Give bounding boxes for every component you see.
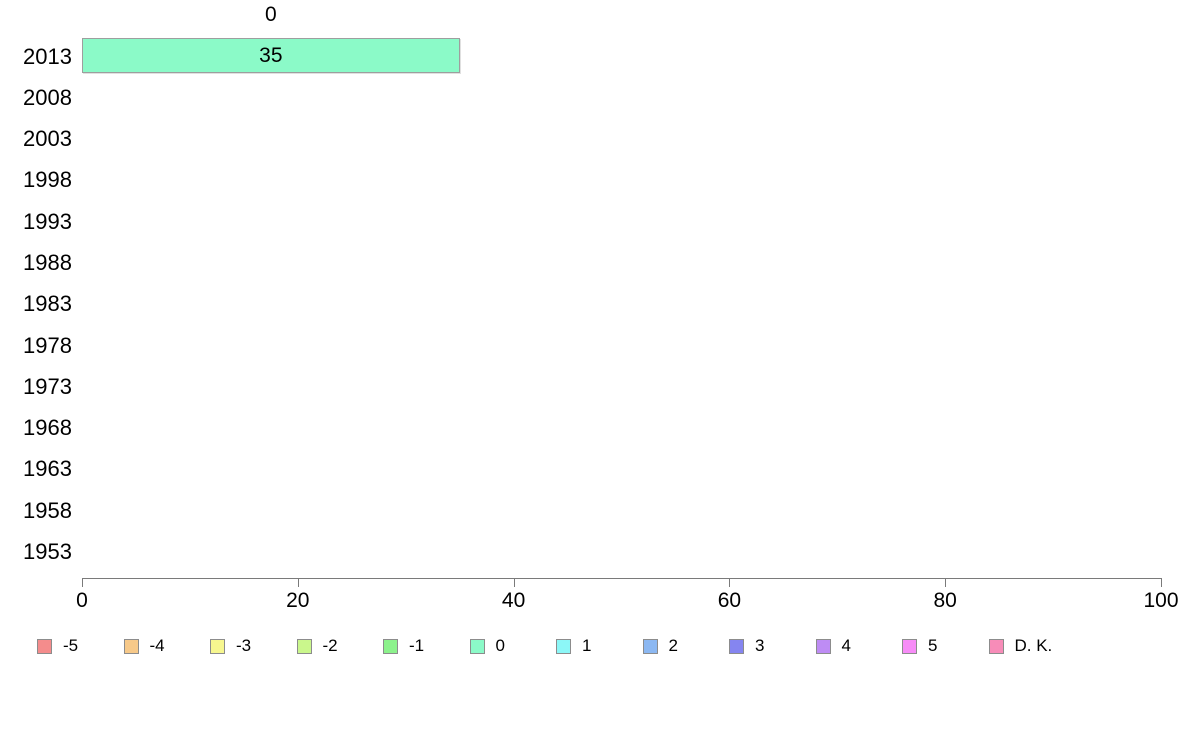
year-label: 1968 <box>23 415 72 441</box>
year-label: 1958 <box>23 497 72 523</box>
y-axis-labels: 2013 2008 2003 1998 1993 1988 1983 1978 … <box>0 36 72 573</box>
x-tick <box>1161 578 1162 587</box>
legend-item-neg-2: -2 <box>296 636 384 656</box>
year-label: 1983 <box>23 291 72 317</box>
legend-swatch <box>815 638 831 654</box>
legend-item-5: 5 <box>902 636 989 656</box>
legend-swatch <box>210 638 225 654</box>
legend-swatch <box>469 638 485 654</box>
x-tick-label: 60 <box>717 589 742 612</box>
legend-label: -3 <box>236 636 252 655</box>
legend-item-dk: D. K. <box>988 636 1076 656</box>
x-tick <box>297 578 299 587</box>
legend-label: -1 <box>409 636 425 655</box>
x-tick <box>82 578 83 587</box>
legend-item-neg-1: -1 <box>383 636 470 656</box>
legend-label: -4 <box>149 636 165 655</box>
legend: -5 -4 -3 -2 -1 0 1 2 <box>37 636 1075 656</box>
legend-swatch <box>296 638 312 654</box>
legend-item-neg-5: -5 <box>37 636 124 656</box>
x-tick-label: 40 <box>501 589 526 612</box>
legend-item-1: 1 <box>556 636 643 656</box>
legend-label: D. K. <box>1014 636 1053 655</box>
legend-item-4: 4 <box>815 636 903 656</box>
bar-value-label: 35 <box>259 43 283 67</box>
legend-label: 1 <box>582 636 592 655</box>
legend-swatch <box>988 638 1004 654</box>
legend-label: 2 <box>668 636 678 655</box>
year-label: 1993 <box>23 208 72 234</box>
year-label: 1963 <box>23 456 72 482</box>
legend-swatch <box>556 638 571 654</box>
legend-item-3: 3 <box>729 636 816 656</box>
legend-label: 0 <box>495 636 505 655</box>
legend-item-neg-4: -4 <box>123 636 211 656</box>
legend-label: -2 <box>322 636 338 655</box>
legend-label: 5 <box>928 636 938 655</box>
legend-swatch <box>37 638 52 654</box>
x-tick <box>513 578 515 587</box>
year-label: 2013 <box>23 43 72 69</box>
year-label: 1953 <box>23 539 72 565</box>
x-tick <box>729 578 731 587</box>
x-axis-line <box>82 578 1161 579</box>
year-label: 1998 <box>23 167 72 193</box>
x-tick-label: 20 <box>286 589 310 612</box>
legend-item-neg-3: -3 <box>210 636 297 656</box>
plot-area: 0 35 0 20 40 60 80 100 <box>76 0 1178 630</box>
x-tick-label: 80 <box>933 589 957 612</box>
year-label: 2003 <box>23 126 72 152</box>
bar-2013: 35 <box>82 38 460 73</box>
year-label: 1973 <box>23 373 72 399</box>
legend-label: 3 <box>755 636 765 655</box>
bar-segment-label: 0 <box>264 3 277 26</box>
legend-item-0: 0 <box>469 636 557 656</box>
year-label: 2008 <box>23 84 72 110</box>
legend-swatch <box>642 638 658 654</box>
legend-label: -5 <box>63 636 79 655</box>
year-label: 1978 <box>23 332 72 358</box>
x-tick-label: 100 <box>1143 589 1179 612</box>
x-tick-label: 0 <box>76 589 88 612</box>
legend-swatch <box>729 638 744 654</box>
legend-swatch <box>383 638 398 654</box>
x-tick <box>945 578 947 587</box>
legend-swatch <box>902 638 917 654</box>
legend-item-2: 2 <box>642 636 730 656</box>
legend-label: 4 <box>841 636 851 655</box>
legend-swatch <box>123 638 139 654</box>
year-label: 1988 <box>23 249 72 275</box>
